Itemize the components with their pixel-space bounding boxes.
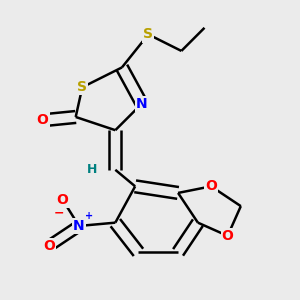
Text: N: N bbox=[73, 219, 85, 233]
Text: −: − bbox=[54, 206, 64, 219]
Text: S: S bbox=[143, 27, 153, 41]
Text: H: H bbox=[87, 163, 98, 176]
Text: S: S bbox=[77, 80, 87, 94]
Text: +: + bbox=[85, 211, 93, 221]
Text: O: O bbox=[37, 113, 49, 127]
Text: N: N bbox=[136, 97, 148, 111]
Text: O: O bbox=[205, 179, 217, 193]
Text: O: O bbox=[56, 193, 68, 206]
Text: O: O bbox=[222, 229, 233, 243]
Text: O: O bbox=[43, 239, 55, 253]
